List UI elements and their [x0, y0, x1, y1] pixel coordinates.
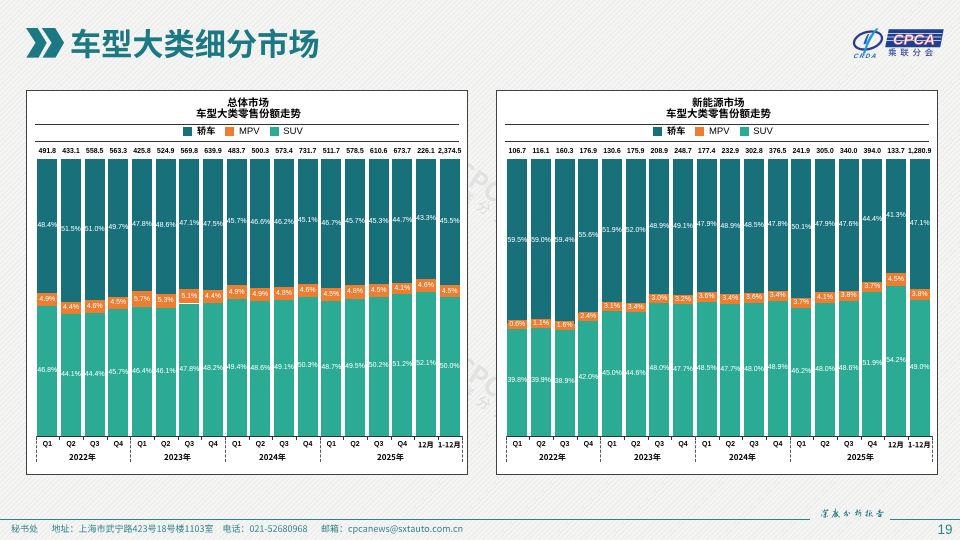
svg-text:CPCA: CPCA: [893, 32, 935, 48]
svg-text:CRDA: CRDA: [853, 53, 878, 60]
